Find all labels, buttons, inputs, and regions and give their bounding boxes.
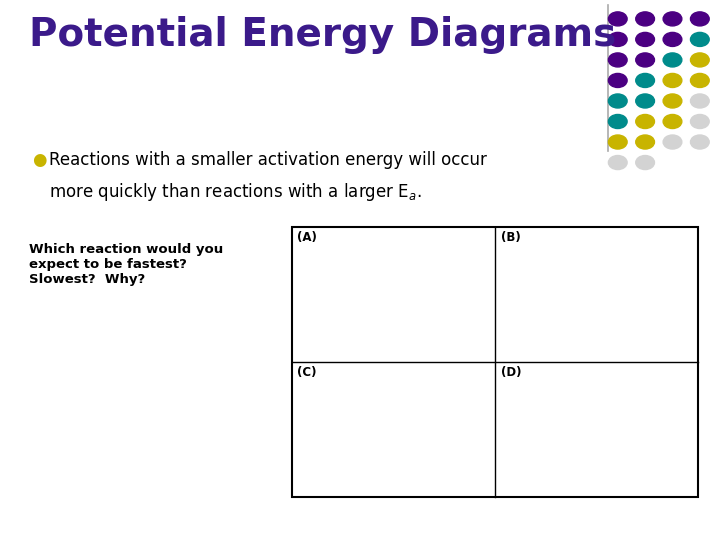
Text: Potential Energy Diagrams: Potential Energy Diagrams — [29, 16, 616, 54]
Text: (A): (A) — [297, 231, 318, 244]
Text: (B): (B) — [501, 231, 521, 244]
Text: ●: ● — [32, 151, 47, 169]
Text: E: E — [302, 282, 310, 293]
Text: (D): (D) — [501, 366, 521, 379]
Text: Which reaction would you
expect to be fastest?
Slowest?  Why?: Which reaction would you expect to be fa… — [29, 243, 223, 286]
Text: more quickly than reactions with a larger E$_a$.: more quickly than reactions with a large… — [49, 181, 421, 203]
Text: E: E — [506, 417, 513, 428]
Text: E: E — [506, 282, 513, 293]
Text: (C): (C) — [297, 366, 317, 379]
Text: Reactions with a smaller activation energy will occur: Reactions with a smaller activation ener… — [49, 151, 487, 169]
Text: E: E — [302, 417, 310, 428]
